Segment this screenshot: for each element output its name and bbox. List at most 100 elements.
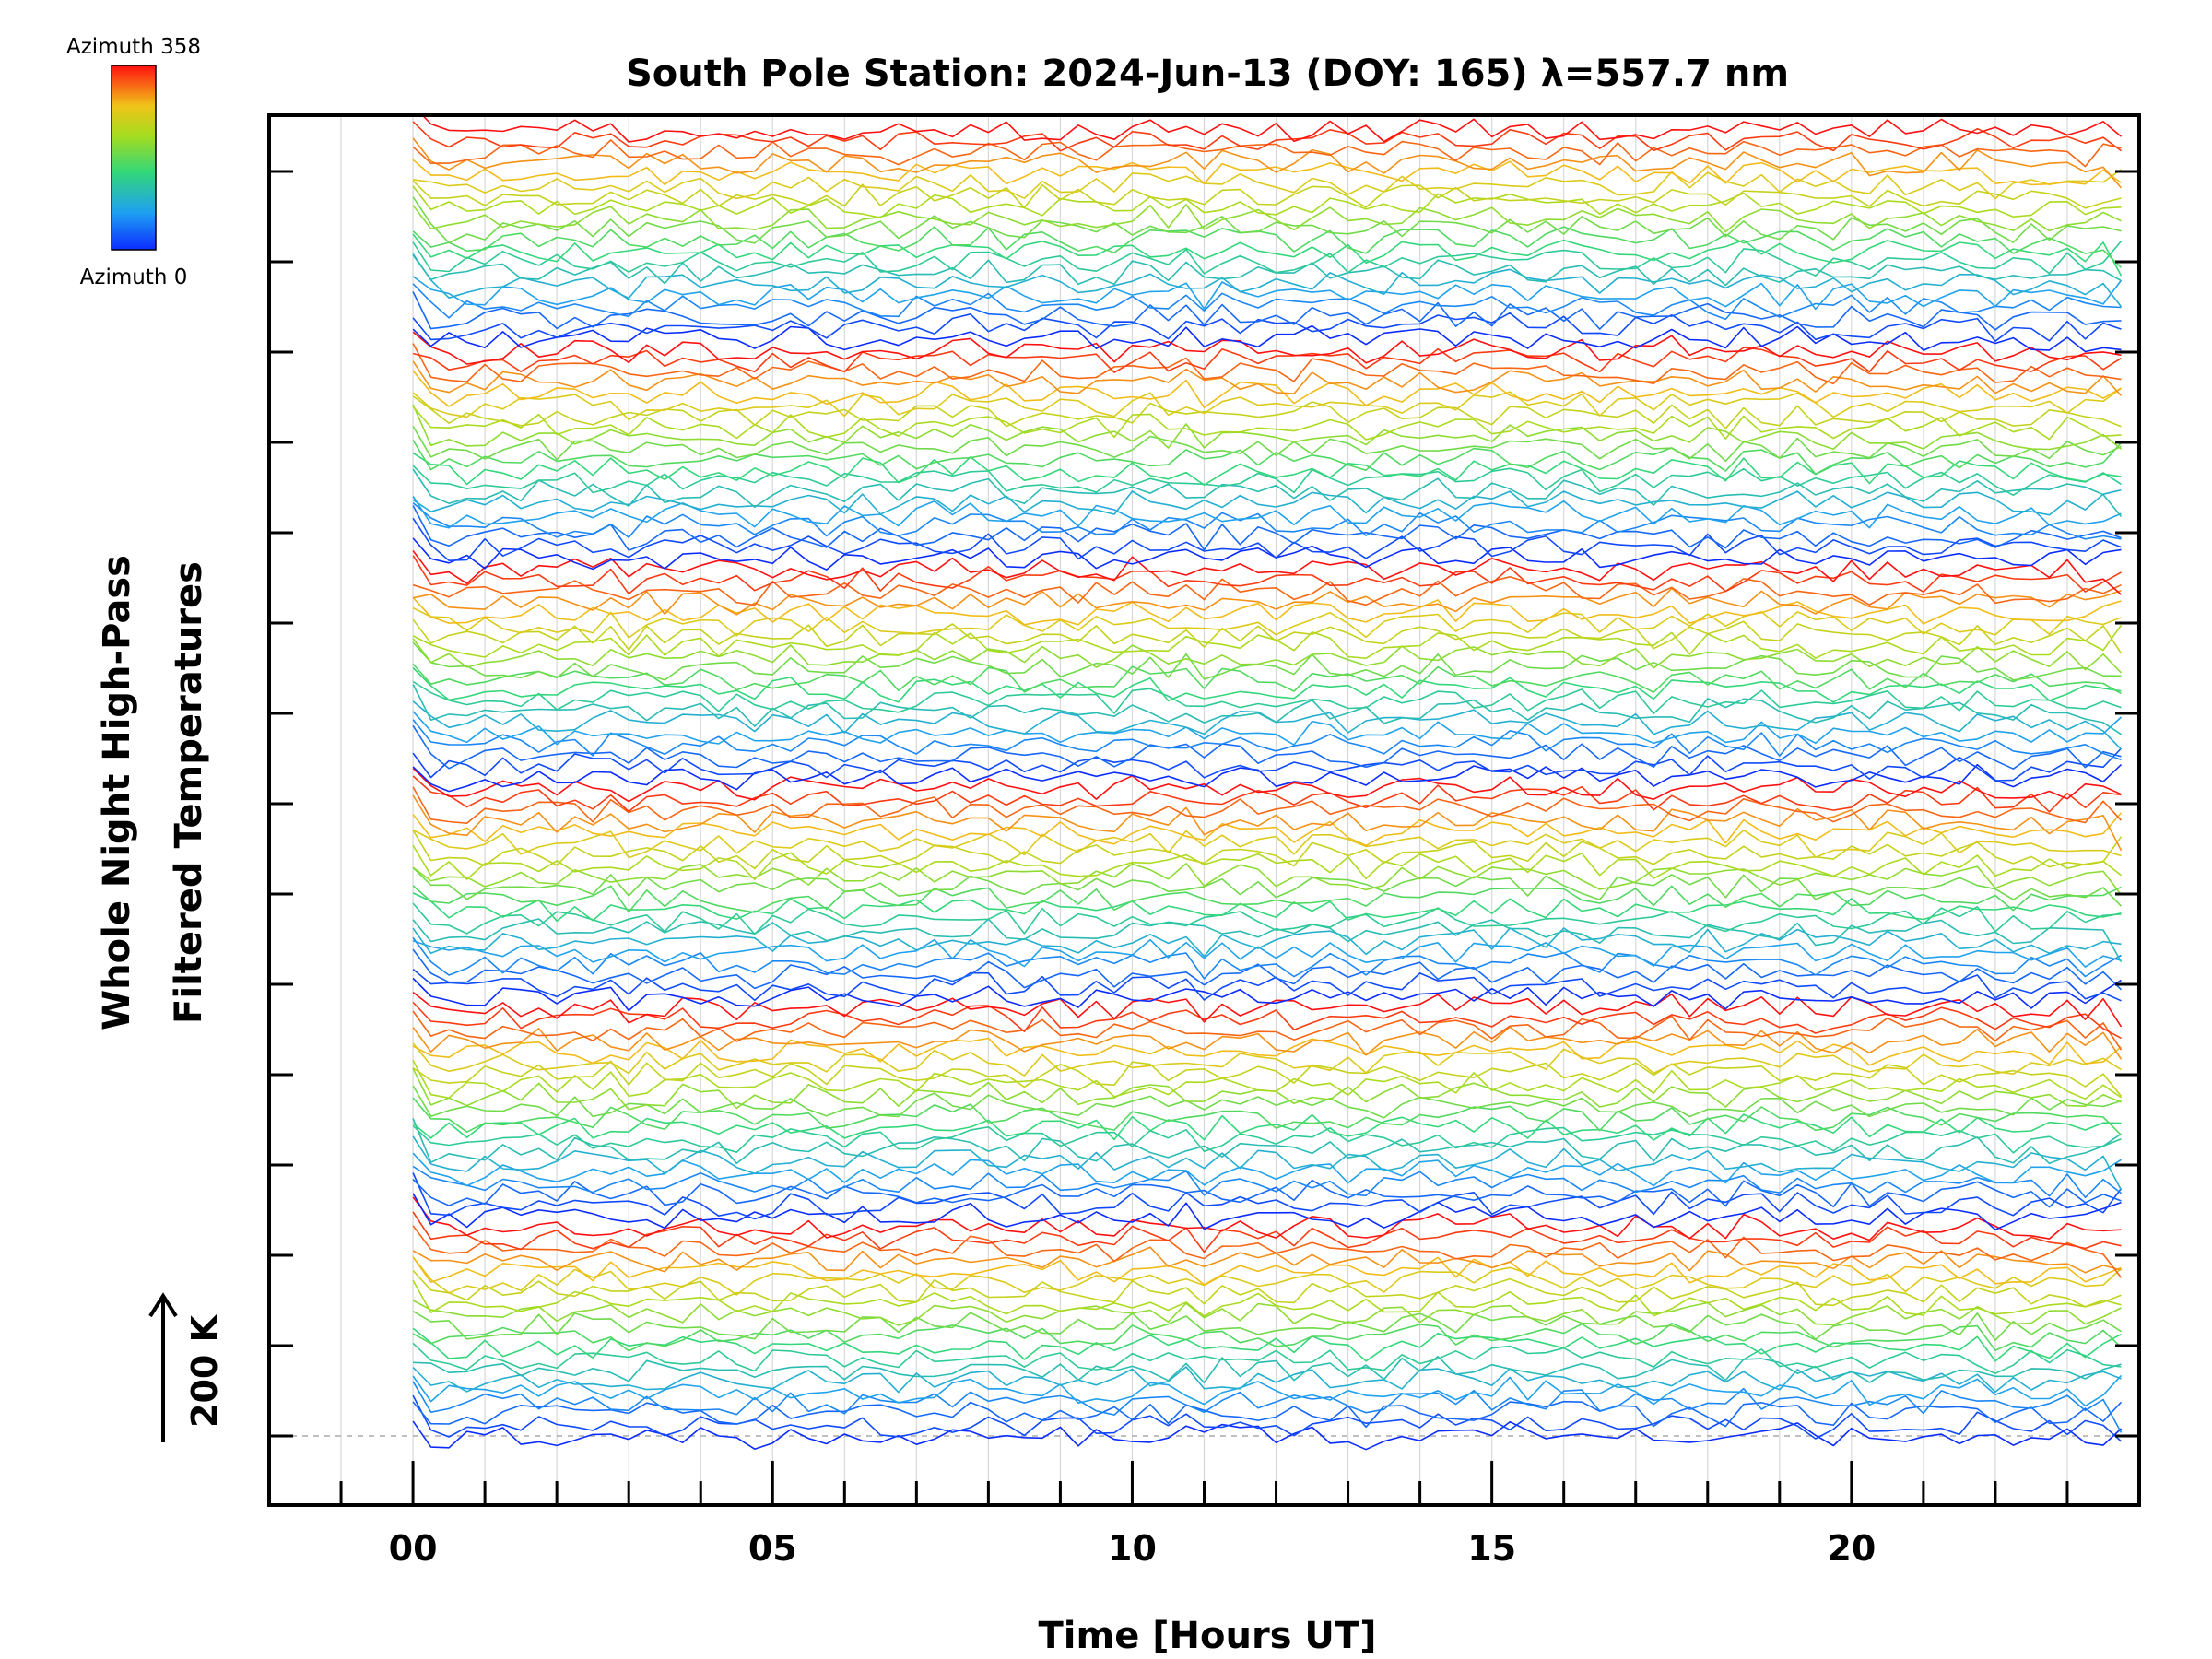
series-line (412, 680, 2122, 715)
series-line (412, 331, 2122, 365)
series-line (412, 425, 2122, 463)
series-line (412, 276, 2123, 311)
series-line (412, 786, 2123, 825)
series-line (412, 488, 2122, 516)
series-line (412, 862, 2123, 896)
series-line (412, 440, 2123, 476)
series-line (412, 395, 2122, 429)
series-line (412, 663, 2122, 695)
series-line (412, 767, 2122, 803)
grid-lines (269, 115, 2139, 1505)
series-line (412, 968, 2122, 1002)
series-line (412, 1300, 2122, 1326)
series-line (412, 1420, 2123, 1451)
series-line (412, 596, 2122, 626)
series-line (412, 1225, 2123, 1278)
series-line (412, 180, 2122, 209)
series-line (412, 468, 2123, 518)
series-line (412, 1193, 2122, 1230)
series-line (412, 169, 2122, 200)
axis-ticks: 00 05 10 15 20 (267, 170, 2141, 1569)
colorbar: Azimuth 358 Azimuth 0 (66, 35, 201, 289)
series-line (412, 1311, 2122, 1341)
colorbar-bottom-label: Azimuth 0 (80, 265, 188, 289)
series-line (412, 204, 2122, 233)
series-line (412, 501, 2122, 540)
series-line (412, 1366, 2122, 1394)
series-line (412, 892, 2122, 923)
series-line (412, 638, 2123, 674)
series-line (412, 347, 2122, 373)
series-line (412, 747, 2123, 782)
series-line (412, 977, 2122, 1012)
series-line (412, 666, 2122, 703)
series-line (412, 830, 2123, 870)
series-line (412, 775, 2122, 813)
series-line (412, 452, 2122, 487)
series-line (412, 641, 2122, 681)
series-line (412, 537, 2122, 571)
series-line (412, 1001, 2122, 1040)
series-line (412, 938, 2122, 968)
series-line (412, 159, 2122, 186)
scale-bar-label: 200 K (184, 1313, 225, 1428)
series-line (412, 1400, 2123, 1429)
y-axis-label-line1: Whole Night High-Pass (96, 555, 138, 1030)
series-line (412, 387, 2122, 421)
series-line (412, 404, 2123, 451)
series-line (412, 517, 2122, 562)
series-line (421, 115, 2123, 143)
series-line (412, 370, 2122, 409)
series-line (412, 253, 2123, 308)
scale-bar-arrow-head (148, 1292, 178, 1318)
series-line (412, 291, 2122, 331)
y-axis-label-line2: Filtered Temperatures (168, 561, 210, 1024)
series-line (412, 137, 2123, 189)
series-line (412, 1165, 2122, 1199)
series-line (412, 1374, 2123, 1407)
series-line (412, 312, 2122, 343)
series-line (412, 1279, 2122, 1317)
series-line (412, 324, 2122, 353)
series-line (412, 587, 2122, 616)
series-line (412, 1010, 2123, 1051)
series-line (412, 121, 2122, 152)
series-line (412, 1256, 2122, 1286)
series-line (412, 1124, 2122, 1154)
series-line (412, 550, 2123, 595)
series-line (412, 1269, 2122, 1308)
series-line (412, 1060, 2122, 1100)
series-line (412, 1060, 2123, 1098)
series-line (412, 406, 2122, 441)
series-line (412, 618, 2123, 654)
series-line (412, 1118, 2122, 1165)
series-line (412, 254, 2122, 287)
series-line (412, 226, 2123, 268)
series-line (412, 1152, 2122, 1187)
series-line (412, 1026, 2123, 1060)
series-line (412, 241, 2123, 277)
series-line (412, 711, 2123, 747)
series-line (412, 829, 2122, 859)
series-line (412, 575, 2122, 606)
series-line (412, 1042, 2122, 1077)
series-line (412, 991, 2123, 1028)
series-line (412, 1097, 2123, 1136)
series-line (412, 866, 2123, 907)
series-line (412, 684, 2122, 735)
series-line (412, 1381, 2123, 1433)
series-line (412, 918, 2123, 962)
series-line (412, 1037, 2123, 1066)
series-line (412, 1067, 2122, 1111)
series-line (412, 763, 2123, 793)
series-line (412, 185, 2122, 219)
series-layer (412, 115, 2123, 1451)
series-line (412, 1085, 2122, 1119)
x-axis-label: Time [Hours UT] (1039, 1615, 1377, 1657)
series-line (412, 343, 2122, 385)
x-tick-label: 05 (748, 1528, 797, 1569)
series-line (412, 233, 2123, 276)
x-tick-label: 00 (389, 1528, 438, 1569)
series-line (412, 719, 2122, 761)
